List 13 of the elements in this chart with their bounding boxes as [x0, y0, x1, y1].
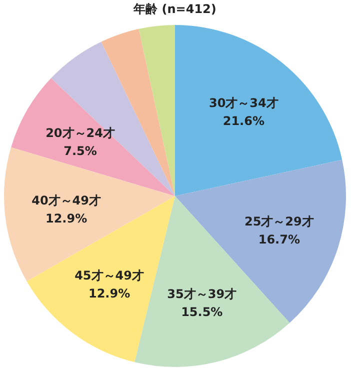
slice-label: 20才～24才 — [46, 126, 115, 140]
slice-label: 30才～34才 — [208, 96, 278, 110]
data-label: 21.6% — [222, 114, 265, 128]
data-label: 15.5% — [181, 305, 223, 320]
data-label: 7.5% — [64, 144, 97, 158]
data-label: 12.9% — [45, 212, 88, 226]
slice-label: 40才～49才 — [32, 194, 101, 208]
chart-title: 年齢 (n=412) — [132, 2, 216, 16]
slice-label: 35才～39才 — [167, 287, 237, 302]
slice-label: 25才～29才 — [244, 214, 314, 228]
data-label: 12.9% — [88, 286, 130, 301]
slice-label: 45才～49才 — [74, 268, 144, 283]
data-label: 16.7% — [258, 232, 300, 246]
